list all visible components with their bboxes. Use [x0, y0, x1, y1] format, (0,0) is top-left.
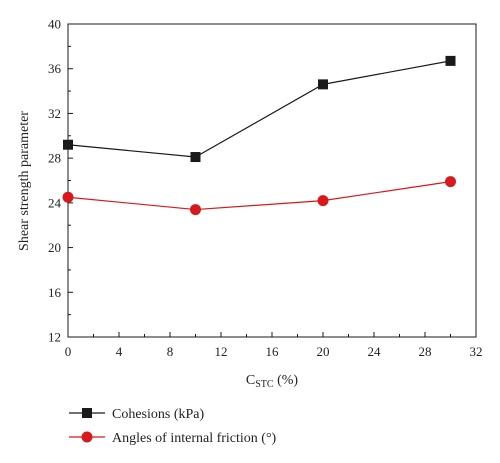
y-tick-label: 12	[48, 330, 61, 345]
x-axis-label-subscript: STC	[255, 379, 274, 390]
data-point-square	[318, 79, 328, 90]
x-axis-label-main: C	[246, 373, 255, 388]
legend-label: Cohesions (kPa)	[112, 407, 205, 422]
data-point-square	[445, 55, 456, 66]
data-point-circle	[445, 176, 456, 188]
y-tick-label: 36	[48, 61, 62, 76]
y-axis-ticks: 12 16 20 24 28 32 36 40	[48, 17, 73, 345]
series-layer	[62, 55, 456, 216]
data-point-circle	[317, 195, 329, 207]
x-tick-label: 8	[167, 344, 174, 359]
x-tick-label: 24	[368, 344, 382, 359]
x-axis-label: CSTC (%)	[246, 373, 299, 390]
x-tick-label: 16	[266, 344, 280, 359]
x-tick-label: 32	[470, 344, 483, 359]
legend-label: Angles of internal friction (°)	[112, 431, 277, 446]
series-line-2	[67, 181, 451, 211]
legend-marker-square	[82, 408, 92, 418]
data-point-circle	[190, 204, 201, 216]
x-tick-label: 4	[116, 344, 123, 359]
x-axis-label-unit: (%)	[274, 373, 299, 388]
x-axis-ticks: 0 4 8 12 16 20 24 28 32	[65, 332, 483, 359]
y-tick-label: 20	[48, 240, 61, 255]
series-line-1	[67, 60, 451, 158]
plot-frame	[67, 23, 477, 338]
data-point-square	[63, 139, 73, 150]
y-tick-label: 28	[48, 151, 61, 166]
x-tick-label: 12	[215, 344, 228, 359]
y-tick-label: 24	[48, 195, 62, 210]
x-tick-label: 20	[317, 344, 330, 359]
y-tick-label: 16	[48, 285, 62, 300]
legend-marker-circle	[81, 431, 93, 443]
data-point-circle	[62, 191, 74, 203]
y-tick-label: 32	[48, 106, 61, 121]
data-point-square	[190, 152, 201, 163]
x-tick-label: 0	[65, 344, 72, 359]
legend: Cohesions (kPa) Angles of internal fricti…	[69, 407, 277, 446]
x-tick-label: 28	[419, 344, 432, 359]
y-tick-label: 40	[48, 17, 61, 32]
y-axis-label: Shear strength parameter	[17, 111, 32, 251]
